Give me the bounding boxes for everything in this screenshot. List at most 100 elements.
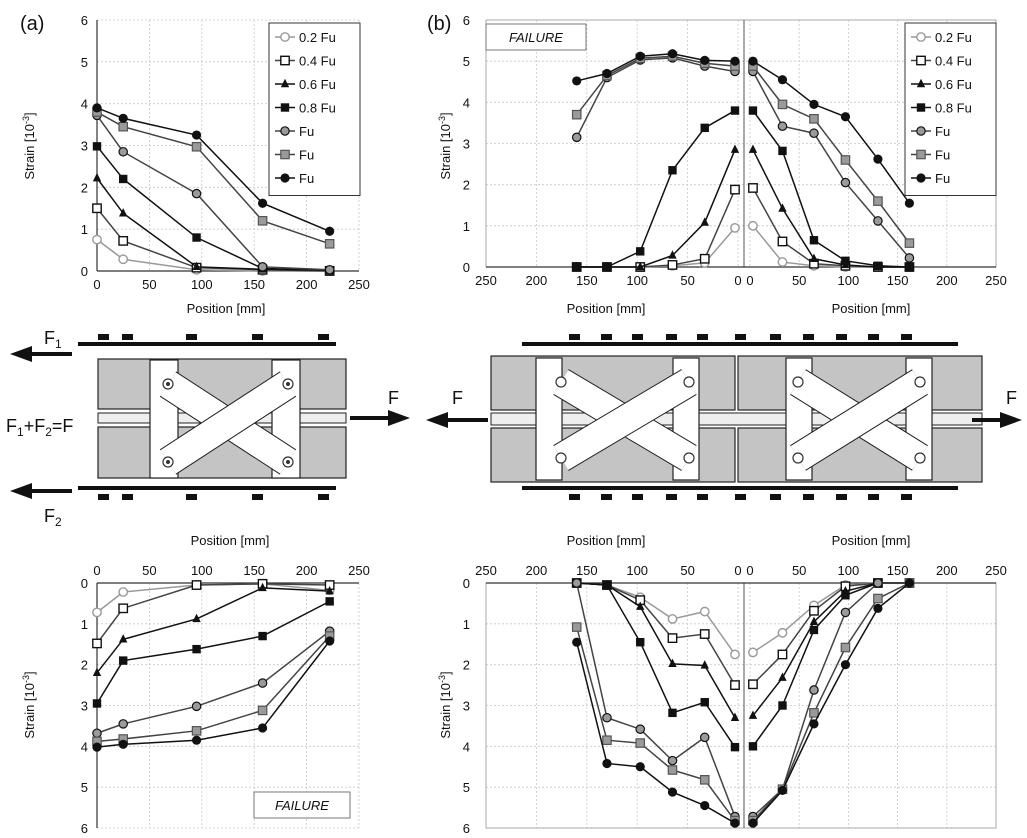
series-bottom-b-right-point: [748, 647, 758, 658]
y-axis-title-bottom-b: Strain [10-3]: [437, 671, 453, 738]
series-bottom-b-right-point: [840, 642, 851, 653]
y-tick-label: 5: [81, 55, 88, 70]
series-bottom-a-point: [191, 580, 202, 590]
series-top-b-right-point: [777, 121, 788, 132]
legend-entry: Fu: [299, 124, 314, 139]
y-tick-label: 3: [463, 137, 470, 152]
series-bottom-a-point: [325, 597, 334, 606]
series-bottom-b-right-point: [809, 708, 819, 718]
series-top-a-point: [324, 264, 335, 275]
legend-entry: 0.8 Fu: [299, 101, 336, 116]
strain-gauges-top-b: [569, 334, 912, 340]
legend-marker: [280, 103, 290, 112]
series-bottom-b-left-point: [636, 638, 645, 647]
series-bottom-b-right-point: [748, 710, 758, 719]
series-top-b-left-point: [571, 132, 582, 143]
y-tick-label: 3: [81, 139, 88, 154]
series-bottom-b-left-point: [700, 800, 710, 811]
series-top-a-point: [191, 141, 202, 152]
series-top-a-point: [325, 226, 335, 236]
x-tick-label: 200: [526, 273, 548, 288]
arrow-F-left: [426, 412, 488, 428]
x-tick-label: 50: [680, 273, 694, 288]
series-top-b-right-point: [778, 146, 787, 156]
series-bottom-a-point: [118, 719, 128, 729]
series-bottom-b-right-point: [809, 685, 819, 695]
x-tick-label: 100: [191, 277, 213, 292]
series-top-a-point: [119, 174, 128, 184]
failure-box-bottom-a: FAILURE: [253, 791, 351, 819]
label-F-a: F: [388, 388, 399, 408]
x-tick-label: 100: [191, 563, 213, 578]
legend-entry: 0.4 Fu: [299, 54, 336, 69]
series-bottom-a-line: [96, 583, 330, 644]
x-tick-label: 100: [626, 273, 648, 288]
series-top-b-right-point: [777, 257, 788, 267]
series-bottom-b-left-line: [576, 582, 736, 748]
legend-entry: Fu: [299, 171, 314, 186]
series-bottom-b-right-point: [873, 603, 883, 613]
series-top-b-left-line: [576, 55, 736, 116]
series-top-b-left-point: [700, 55, 710, 65]
legend-marker: [280, 78, 290, 88]
legend-marker: [280, 126, 290, 136]
legend-marker: [916, 173, 926, 183]
y-tick-label: 6: [463, 13, 470, 28]
series-top-a-point: [118, 254, 129, 265]
series-bottom-b-right-point: [809, 616, 819, 625]
series-top-b-right-line: [752, 60, 911, 204]
series-bottom-a-point: [191, 726, 202, 736]
series-top-a-point: [191, 130, 202, 140]
failure-label-bottom: FAILURE: [275, 798, 329, 813]
series-top-b-left-point: [730, 106, 740, 115]
series-bottom-b-left-line: [575, 626, 736, 822]
y-tick-label: 6: [463, 821, 470, 836]
failure-label-top: FAILURE: [509, 30, 563, 45]
y-tick-label: 3: [463, 699, 470, 714]
series-bottom-b-right-point: [748, 818, 758, 828]
x-tick-label: 200: [936, 273, 958, 288]
series-bottom-b-right-point: [809, 625, 819, 635]
chart-bottom-a: 0 50 100 150 200 250 0 1 2 3 4 5 6 Position [mm]: [81, 533, 370, 836]
series-bottom-a-line: [96, 635, 331, 743]
series-bottom-a-point: [92, 638, 102, 649]
y-tick-label: 5: [463, 54, 470, 69]
y-tick-label: 6: [81, 13, 88, 28]
series-top-b-right-point: [778, 203, 787, 212]
series-top-b-right-point: [873, 216, 883, 226]
strain-gauges-top-a: [98, 334, 329, 340]
series-bottom-a-point: [191, 735, 202, 745]
series-bottom-b-left-point: [699, 629, 710, 639]
series-top-b-right-point: [809, 236, 819, 245]
x-tick-label: 250: [475, 563, 497, 578]
series-bottom-b-right-point: [809, 719, 819, 729]
series-bottom-b-right-point: [841, 591, 850, 600]
series-bottom-b-right-point: [840, 660, 851, 670]
x-tick-label: 250: [348, 563, 370, 578]
label-F1-plus-F2: F1+F2=F: [6, 416, 73, 439]
series-bottom-b-right-point: [873, 593, 883, 604]
series-bottom-b-left-point: [700, 660, 709, 669]
series-top-a-point: [257, 262, 268, 272]
label-F-right: F: [1006, 388, 1017, 408]
series-bottom-b-left-point: [699, 732, 710, 743]
series-top-b-right-point: [840, 177, 851, 188]
x-tick-label: 100: [838, 273, 860, 288]
y-tick-label: 1: [463, 617, 470, 632]
series-top-b-left-point: [730, 144, 740, 153]
y-tick-label: 1: [463, 219, 470, 234]
x-tick-label: 150: [243, 277, 265, 292]
x-tick-label: 50: [792, 273, 806, 288]
series-bottom-b-left-point: [668, 658, 677, 668]
series-top-b-left-point: [667, 49, 678, 59]
legend-entry: 0.4 Fu: [935, 54, 972, 69]
series-top-a-point: [92, 172, 102, 182]
x-tick-label: 50: [142, 563, 156, 578]
series-bottom-b-right-line: [752, 582, 910, 822]
legend-marker: [916, 78, 926, 88]
panel-a-label: (a): [20, 13, 44, 35]
y-tick-label: 3: [81, 699, 88, 714]
legend-entry: Fu: [935, 171, 950, 186]
legend-entry: Fu: [935, 148, 950, 163]
series-top-a-point: [257, 216, 268, 226]
